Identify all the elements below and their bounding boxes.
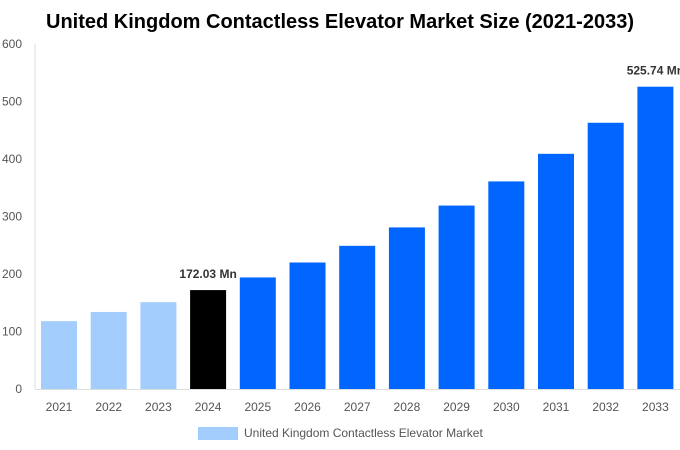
x-tick-label: 2026 — [294, 400, 321, 414]
bar-2026[interactable] — [289, 262, 326, 390]
data-label-2024: 172.03 Mn — [179, 267, 236, 281]
y-tick-label: 100 — [2, 325, 22, 339]
x-tick-label: 2032 — [592, 400, 619, 414]
x-tick-label: 2024 — [195, 400, 222, 414]
bar-2023[interactable] — [140, 302, 177, 389]
bar-2022[interactable] — [90, 311, 127, 389]
chart-title: United Kingdom Contactless Elevator Mark… — [46, 11, 634, 33]
legend-swatch — [198, 427, 238, 440]
x-tick-label: 2028 — [394, 400, 421, 414]
bar-2024[interactable] — [190, 290, 227, 389]
bar-2032[interactable] — [587, 122, 624, 390]
x-tick-label: 2021 — [46, 400, 73, 414]
x-tick-label: 2022 — [95, 400, 122, 414]
y-tick-label: 400 — [2, 152, 22, 166]
x-tick-label: 2025 — [244, 400, 271, 414]
x-tick-label: 2023 — [145, 400, 172, 414]
bar-2027[interactable] — [339, 245, 376, 389]
bar-2030[interactable] — [488, 181, 525, 389]
legend-label[interactable]: United Kingdom Contactless Elevator Mark… — [244, 426, 483, 440]
x-tick-label: 2027 — [344, 400, 371, 414]
bar-2031[interactable] — [538, 153, 574, 389]
bar-2029[interactable] — [438, 205, 475, 389]
x-tick-label: 2031 — [543, 400, 570, 414]
bar-2021[interactable] — [41, 321, 77, 389]
x-tick-label: 2030 — [493, 400, 520, 414]
x-tick-label: 2033 — [642, 400, 669, 414]
bar-2033[interactable] — [637, 86, 674, 390]
y-tick-label: 600 — [2, 37, 22, 51]
data-label-2033: 525.74 Mn — [627, 64, 680, 78]
y-tick-label: 0 — [15, 382, 22, 396]
x-tick-label: 2029 — [443, 400, 470, 414]
bar-2028[interactable] — [388, 227, 425, 389]
y-tick-label: 300 — [2, 210, 22, 224]
y-tick-label: 500 — [2, 95, 22, 109]
y-tick-label: 200 — [2, 267, 22, 281]
bar-2025[interactable] — [239, 277, 276, 389]
